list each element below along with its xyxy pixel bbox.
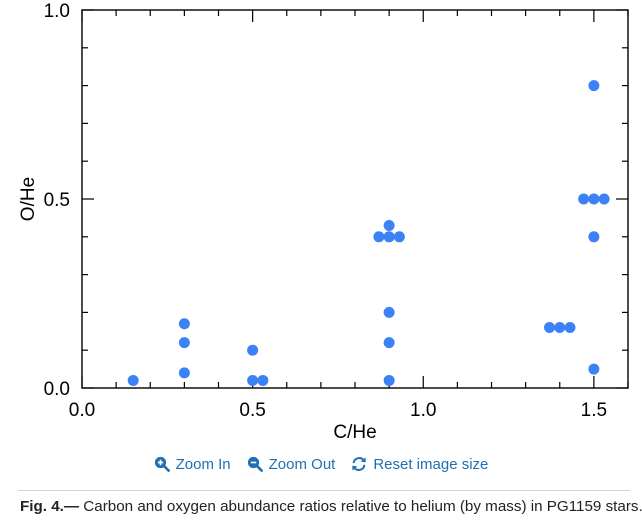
figure-caption: Fig. 4.— Carbon and oxygen abundance rat…	[20, 498, 642, 515]
y-tick-label: 0.5	[44, 190, 70, 211]
x-tick-label: 0.5	[239, 400, 265, 421]
x-axis-label: C/He	[333, 422, 376, 440]
reset-size-label: Reset image size	[373, 455, 489, 473]
zoom-out-button[interactable]: Zoom Out	[247, 455, 336, 473]
data-point	[373, 231, 385, 243]
zoom-in-icon	[154, 456, 170, 472]
y-tick-label: 1.0	[44, 1, 70, 22]
data-point	[588, 193, 600, 205]
figure-label: Fig. 4.—	[20, 498, 80, 515]
zoom-out-label: Zoom Out	[268, 455, 336, 473]
caption-text: Carbon and oxygen abundance ratios relat…	[79, 498, 642, 515]
data-point	[383, 337, 395, 349]
refresh-icon	[351, 456, 367, 472]
scatter-chart: 0.0 0.5 1.0 1.5 0.0 0.5 1.0 C/He O/He	[18, 1, 629, 440]
data-point	[383, 231, 395, 243]
data-point	[598, 193, 610, 205]
zoom-in-label: Zoom In	[175, 455, 231, 473]
data-point	[554, 322, 566, 334]
data-point	[247, 344, 259, 356]
data-point	[257, 374, 269, 386]
zoom-in-button[interactable]: Zoom In	[154, 456, 231, 473]
data-point	[383, 306, 395, 318]
x-tick-label: 0.0	[69, 400, 95, 421]
data-point	[247, 374, 259, 386]
caption-divider	[18, 490, 630, 491]
data-point	[578, 193, 590, 205]
data-point	[588, 231, 600, 243]
data-point	[588, 363, 600, 375]
data-point	[588, 80, 600, 92]
data-point	[544, 322, 556, 334]
data-point	[383, 374, 395, 386]
data-point	[564, 322, 576, 334]
chart-svg: 0.0 0.5 1.0 1.5 0.0 0.5 1.0 C/He O/He	[18, 1, 629, 440]
image-toolbar: Zoom In Zoom Out Reset image size	[0, 452, 642, 476]
x-tick-label: 1.0	[410, 400, 436, 421]
zoom-out-icon	[247, 456, 263, 472]
reset-size-button[interactable]: Reset image size	[351, 456, 488, 473]
data-point	[178, 318, 190, 330]
y-tick-label: 0.0	[44, 379, 70, 400]
data-point	[127, 374, 139, 386]
y-axis-label: O/He	[18, 177, 39, 221]
data-point	[383, 219, 395, 231]
data-point	[393, 231, 405, 243]
data-point	[178, 337, 190, 349]
x-tick-label: 1.5	[581, 400, 607, 421]
data-point	[178, 367, 190, 379]
